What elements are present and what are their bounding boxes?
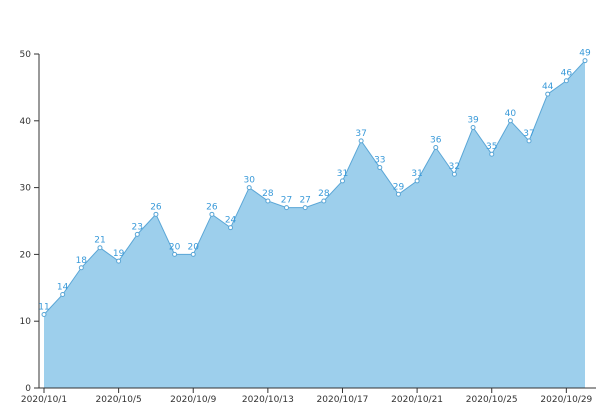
x-tick-label: 2020/10/21	[391, 395, 443, 405]
data-label: 46	[561, 69, 573, 79]
data-label: 14	[57, 282, 69, 292]
data-label: 23	[132, 222, 143, 232]
y-tick-label: 50	[20, 50, 32, 60]
data-label: 20	[188, 242, 200, 252]
data-label: 26	[150, 202, 162, 212]
data-point	[470, 124, 476, 130]
data-point	[526, 138, 532, 144]
data-label: 30	[243, 176, 255, 186]
data-point	[246, 185, 252, 191]
y-tick-label: 40	[20, 117, 32, 127]
y-tick-label: 30	[20, 184, 32, 194]
data-label: 37	[523, 129, 534, 139]
data-point	[414, 178, 420, 184]
data-point	[321, 198, 327, 204]
label-layer: 11 14 18 21 19 23 26 20 20 26 24 30 28 27 27 28 31 37 33 29…	[38, 49, 591, 313]
data-label: 40	[505, 109, 517, 119]
x-tick-label: 2020/10/5	[96, 395, 142, 405]
data-label: 31	[411, 169, 422, 179]
data-label: 21	[94, 236, 105, 246]
data-point	[228, 225, 234, 231]
data-label: 39	[467, 115, 479, 125]
x-tick-label: 2020/10/9	[170, 395, 216, 405]
data-label: 49	[579, 49, 591, 59]
data-label: 28	[262, 189, 274, 199]
area-layer	[43, 60, 586, 389]
data-point	[545, 91, 551, 97]
x-tick-label: 2020/10/25	[466, 395, 518, 405]
data-point	[395, 191, 401, 197]
data-label: 37	[355, 129, 366, 139]
x-tick-label: 2020/10/1	[21, 395, 67, 405]
data-label: 29	[393, 182, 405, 192]
data-point	[60, 291, 66, 297]
data-label: 19	[113, 249, 125, 259]
data-label: 20	[169, 242, 181, 252]
data-label: 36	[430, 136, 442, 146]
data-label: 18	[76, 256, 88, 266]
data-label: 28	[318, 189, 330, 199]
data-point	[97, 245, 103, 251]
x-tick-label: 2020/10/29	[540, 395, 592, 405]
data-label: 32	[449, 162, 460, 172]
axis-layer: 0 10 20 30 40 50 2020/10/1 2020/10/5 2020/10/9 20…	[20, 50, 596, 405]
series-area	[44, 60, 585, 389]
data-label: 31	[337, 169, 348, 179]
data-point	[153, 211, 159, 217]
data-point	[489, 151, 495, 157]
data-point	[582, 58, 588, 64]
data-point	[339, 178, 345, 184]
marker-layer	[41, 58, 588, 318]
data-label: 11	[38, 303, 49, 313]
data-point	[563, 78, 569, 84]
y-tick-label: 10	[20, 317, 32, 327]
y-tick-label: 0	[25, 384, 31, 394]
data-label: 26	[206, 202, 218, 212]
data-label: 24	[225, 216, 237, 226]
data-point	[265, 198, 271, 204]
data-label: 44	[542, 82, 554, 92]
data-point	[190, 251, 196, 257]
data-point	[302, 205, 308, 211]
data-point	[284, 205, 290, 211]
data-point	[377, 165, 383, 171]
x-tick-label: 2020/10/17	[317, 395, 369, 405]
data-point	[41, 312, 47, 318]
y-tick-label: 20	[20, 250, 32, 260]
data-label: 33	[374, 156, 385, 166]
data-point	[433, 145, 439, 151]
data-point	[358, 138, 364, 144]
data-label: 27	[299, 196, 310, 206]
data-point	[116, 258, 122, 264]
data-label: 27	[281, 196, 292, 206]
data-point	[209, 211, 215, 217]
data-point	[78, 265, 84, 271]
data-point	[134, 231, 140, 237]
series-line	[43, 60, 586, 315]
x-tick-label: 2020/10/13	[242, 395, 294, 405]
data-label: 35	[486, 142, 497, 152]
data-point	[451, 171, 457, 177]
data-point	[172, 251, 178, 257]
data-point	[507, 118, 513, 124]
